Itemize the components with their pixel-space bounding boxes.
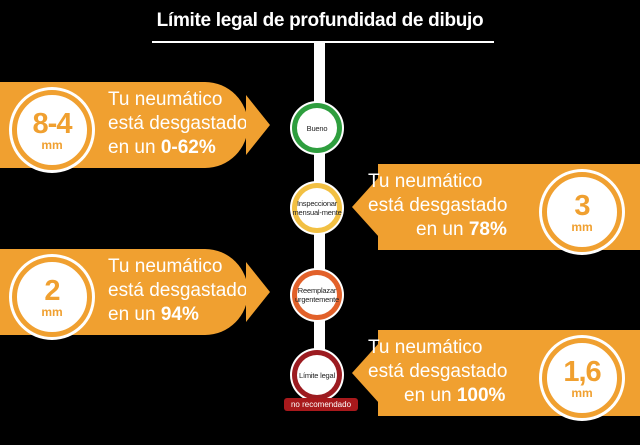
depth-value: 8-4 xyxy=(32,107,73,140)
statement-text: Tu neumático está desgastado en un 78% xyxy=(368,171,508,240)
status-node-good: Bueno xyxy=(292,103,342,153)
depth-unit: mm xyxy=(571,219,593,234)
depth-badge-3: 2 mm xyxy=(12,257,92,337)
statement-text: Tu neumático está desgastado en un 94% xyxy=(108,256,248,325)
title-underline xyxy=(152,41,494,43)
depth-value: 3 xyxy=(574,189,590,222)
depth-badge-2: 3 mm xyxy=(542,172,622,252)
diagram-title: Límite legal de profundidad de dibujo xyxy=(156,10,484,31)
wear-percent: 94% xyxy=(160,304,199,325)
depth-unit: mm xyxy=(41,137,63,152)
depth-value: 2 xyxy=(44,274,60,307)
depth-badge-4: 1,6 mm xyxy=(542,338,622,418)
statement-text: Tu neumático está desgastado en un 100% xyxy=(368,337,508,406)
not-recommended-tag: no recomendado xyxy=(284,398,358,411)
status-node-replace: Reemplazar urgentemente xyxy=(292,270,342,320)
statement-banner-2: Tu neumático está desgastado en un 78% 3… xyxy=(352,164,640,252)
statement-text: Tu neumático está desgastado en un 0-62% xyxy=(108,89,248,158)
wear-percent: 0-62% xyxy=(160,137,216,158)
depth-value: 1,6 xyxy=(563,355,601,388)
statement-banner-3: 2 mm Tu neumático está desgastado en un … xyxy=(0,249,270,337)
statement-banner-4: Tu neumático está desgastado en un 100% … xyxy=(352,330,640,418)
depth-badge-1: 8-4 mm xyxy=(12,90,92,170)
depth-unit: mm xyxy=(571,385,593,400)
status-node-inspect: Inspeccionar mensual-mente xyxy=(292,183,342,233)
statement-banner-1: 8-4 mm Tu neumático está desgastado en u… xyxy=(0,82,270,170)
status-node-legal-limit: Límite legal xyxy=(292,350,342,400)
wear-percent: 100% xyxy=(456,385,506,406)
wear-percent: 78% xyxy=(468,219,507,240)
depth-unit: mm xyxy=(41,304,63,319)
